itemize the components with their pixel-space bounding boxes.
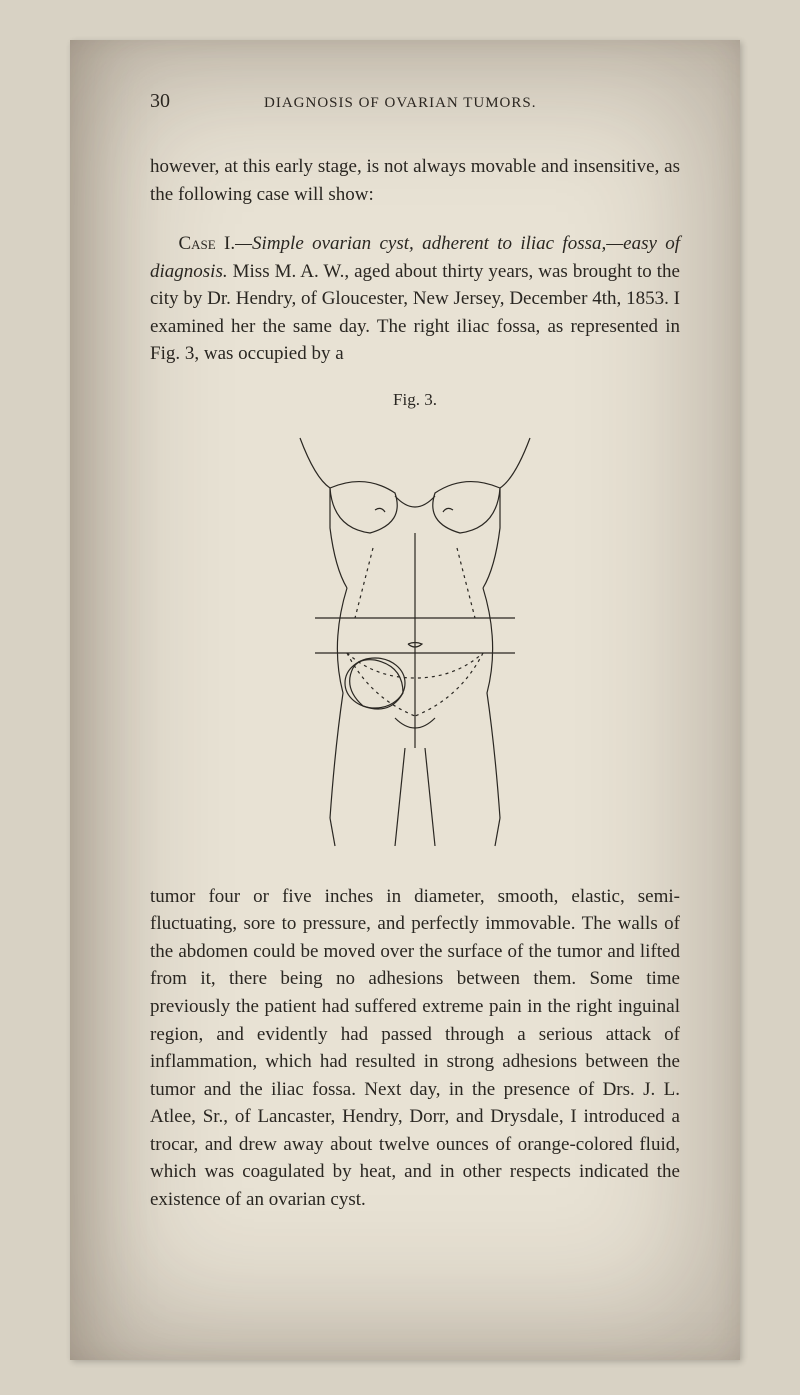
page-header: 30 DIAGNOSIS OF OVARIAN TUMORS. (150, 90, 680, 113)
running-head: DIAGNOSIS OF OVARIAN TUMORS. (264, 95, 536, 112)
figure-block: Fig. 3. (150, 390, 680, 853)
figure-3-torso (275, 418, 555, 848)
paragraph-1: however, at this early stage, is not alw… (150, 153, 680, 208)
book-page: 30 DIAGNOSIS OF OVARIAN TUMORS. however,… (70, 40, 740, 1360)
figure-caption: Fig. 3. (150, 390, 680, 410)
paragraph-2: Case I.—Simple ovarian cyst, adherent to… (150, 230, 680, 368)
page-number: 30 (150, 90, 170, 113)
paragraph-3: tumor four or five inches in diameter, s… (150, 883, 680, 1214)
case-label: Case I. (179, 233, 236, 254)
paragraph-2-rest: Miss M. A. W., aged about thirty years, … (150, 261, 680, 365)
